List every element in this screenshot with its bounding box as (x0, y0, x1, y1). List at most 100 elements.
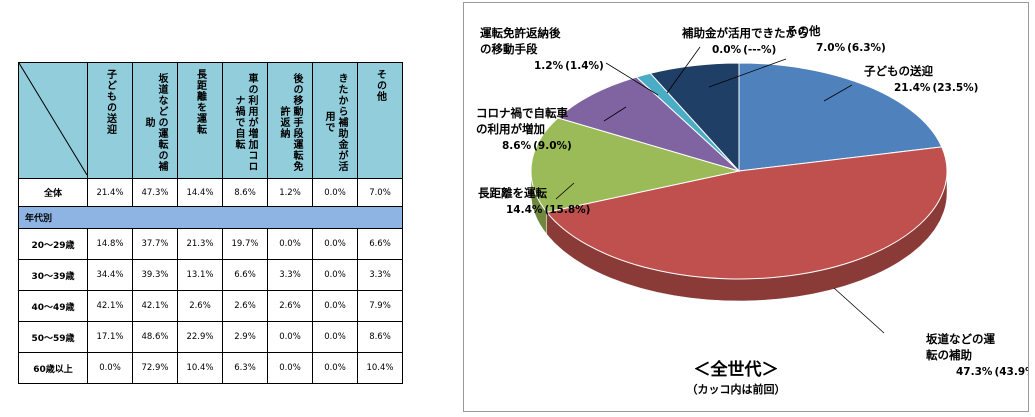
table-cell: 7.0% (357, 178, 403, 207)
table-cell: 0.0% (312, 352, 358, 384)
table-row-total: 全体 21.4% 47.3% 14.4% 8.6% 1.2% 0.0% 7.0% (18, 178, 403, 207)
pie-slice (649, 62, 740, 173)
table-cell: 34.4% (87, 259, 133, 291)
table-row: 20～29歳 14.8% 37.7% 21.3% 19.7% 0.0% 0.0%… (18, 228, 403, 260)
table-cell: 0.0% (267, 321, 313, 353)
slice-label-text: 転の補助 (926, 348, 972, 362)
table-cell: 2.6% (267, 290, 313, 322)
table-cell: 14.4% (177, 178, 223, 207)
row-label: 20～29歳 (18, 228, 88, 260)
slice-value: 21.4% (23.5%) (894, 82, 978, 94)
table-cell: 6.3% (222, 352, 268, 384)
leader-line (603, 106, 627, 122)
table-cell: 0.0% (312, 290, 358, 322)
leader-line (708, 58, 787, 88)
column-header: きたから補助金が活用で (312, 62, 358, 179)
age-breakdown-table-wrapper: 子どもの送迎 坂道などの運転の補助 長距離を運転 車の利用が増加コロナ禍で自転 … (18, 62, 403, 384)
slice-label-text: コロナ禍で自転車 (476, 106, 568, 120)
pie-slice (530, 117, 740, 213)
pie-chart-frame: 子どもの送迎 21.4%(23.5%) 坂道などの運転の補助 47.3%(43.9%)… (463, 2, 1029, 412)
slice-label-text: その他 (786, 24, 821, 38)
table-cell: 2.6% (177, 290, 223, 322)
row-label: 50～59歳 (18, 321, 88, 353)
slice-previous-value: (6.3%) (847, 42, 886, 54)
slice-value: 1.2% (1.4%) (534, 60, 604, 72)
slice-label-text: 運転免許返納後 (480, 26, 561, 40)
table-cell: 6.6% (357, 228, 403, 260)
table-cell: 10.4% (357, 352, 403, 384)
table-section-row: 年代別 (18, 206, 403, 229)
table-row: 60歳以上 0.0% 72.9% 10.4% 6.3% 0.0% 0.0% 10… (18, 352, 403, 384)
table-cell: 47.3% (132, 178, 178, 207)
column-header: その他 (357, 62, 403, 179)
leader-line (555, 182, 575, 200)
slice-value: 8.6% (9.0%) (502, 140, 572, 152)
slice-value: 47.3%(43.9%) (956, 366, 1028, 378)
slice-label-text: 補助金が活用できたから (681, 26, 809, 40)
slice-labels: 子どもの送迎 21.4%(23.5%) 坂道などの運転の補助 47.3%(43.9%)… (476, 24, 1028, 378)
table-cell: 13.1% (177, 259, 223, 291)
table-cell: 17.1% (87, 321, 133, 353)
slice-previous-value: (43.9%) (994, 366, 1028, 378)
slice-label-text: 坂道などの運 (926, 332, 995, 346)
table-cell: 21.4% (87, 178, 133, 207)
corner-cell (18, 62, 88, 179)
table-cell: 7.9% (357, 290, 403, 322)
table-cell: 37.7% (132, 228, 178, 260)
row-label: 60歳以上 (18, 352, 88, 384)
table-cell: 2.6% (222, 290, 268, 322)
table-cell: 0.0% (312, 228, 358, 260)
row-label: 40～49歳 (18, 290, 88, 322)
table-cell: 3.3% (267, 259, 313, 291)
slice-previous-value: (15.8%) (544, 204, 590, 216)
slice-label-text: 長距離を運転 (478, 186, 547, 200)
table-cell: 19.7% (222, 228, 268, 260)
slice-label: 補助金が活用できたから 0.0% (---%) (681, 26, 809, 56)
slice-previous-value: (9.0%) (533, 140, 572, 152)
slice-value: 0.0% (---%) (712, 44, 776, 56)
table-cell: 0.0% (267, 352, 313, 384)
slice-label: 坂道などの運転の補助 47.3%(43.9%) (926, 332, 1028, 378)
slice-label: 子どもの送迎 21.4% (23.5%) (864, 64, 978, 94)
slice-previous-value: (23.5%) (932, 82, 978, 94)
table-row: 30～39歳 34.4% 39.3% 13.1% 6.6% 3.3% 0.0% … (18, 259, 403, 291)
slice-previous-value: (---%) (743, 44, 776, 56)
row-label: 全体 (18, 178, 88, 207)
leader-line (605, 62, 659, 96)
table-cell: 2.9% (222, 321, 268, 353)
table-cell: 0.0% (267, 228, 313, 260)
column-header: 長距離を運転 (177, 62, 223, 179)
chart-subtitle: （カッコ内は前回） (687, 382, 786, 396)
chart-title: ＜全世代＞ (694, 359, 779, 380)
table-cell: 21.3% (177, 228, 223, 260)
table-cell: 42.1% (87, 290, 133, 322)
age-breakdown-table: 子どもの送迎 坂道などの運転の補助 長距離を運転 車の利用が増加コロナ禍で自転 … (18, 62, 403, 384)
table-cell: 0.0% (312, 321, 358, 353)
table-cell: 48.6% (132, 321, 178, 353)
pie-slice (545, 146, 948, 280)
slice-label-text: の移動手段 (480, 42, 538, 56)
leader-line (666, 46, 701, 94)
table-cell: 6.6% (222, 259, 268, 291)
slice-value: 14.4% (15.8%) (506, 204, 590, 216)
table-cell: 72.9% (132, 352, 178, 384)
table-cell: 8.6% (222, 178, 268, 207)
corner-diagonal (19, 63, 87, 175)
slice-label: その他 7.0% (6.3%) (786, 24, 886, 54)
pie-slice (738, 62, 943, 172)
slice-label: 長距離を運転 14.4% (15.8%) (478, 186, 590, 216)
column-header: 子どもの送迎 (87, 62, 133, 179)
column-header: 車の利用が増加コロナ禍で自転 (222, 62, 268, 179)
leader-line (823, 84, 853, 102)
pie-top-layer (530, 62, 948, 280)
column-header: 坂道などの運転の補助 (132, 62, 178, 179)
table-header-row: 子どもの送迎 坂道などの運転の補助 長距離を運転 車の利用が増加コロナ禍で自転 … (18, 62, 403, 179)
slice-value: 7.0% (6.3%) (816, 42, 886, 54)
table-cell: 0.0% (312, 178, 358, 207)
pie-slice (556, 76, 740, 172)
table-cell: 0.0% (87, 352, 133, 384)
table-row: 40～49歳 42.1% 42.1% 2.6% 2.6% 2.6% 0.0% 7… (18, 290, 403, 322)
pie-chart: 子どもの送迎 21.4%(23.5%) 坂道などの運転の補助 47.3%(43.9%)… (476, 24, 1028, 396)
